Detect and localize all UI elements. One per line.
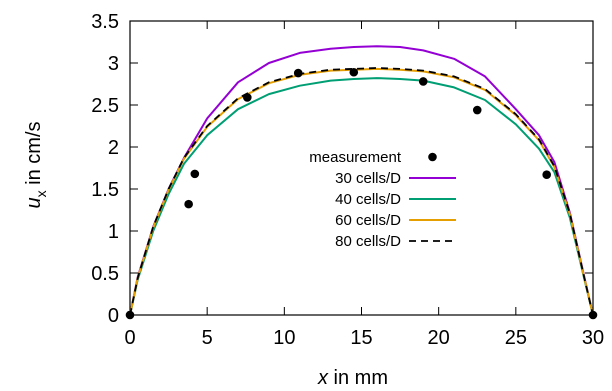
series-layer (129, 45, 594, 316)
y-tick-label-3: 1.5 (91, 179, 119, 201)
measurement-point-4 (293, 68, 303, 78)
y-axis-label-sub: x (33, 190, 49, 197)
x-tick-label-2: 10 (273, 327, 295, 349)
measurement-point-1 (184, 199, 193, 209)
y-axis-label: ux in cm/s (23, 121, 49, 208)
y-tick-label-0: 0 (108, 305, 119, 327)
series-line-4 (129, 67, 594, 316)
legend-label-2: 40 cells/D (335, 191, 401, 208)
legend-label-0: measurement (309, 149, 402, 166)
legend-label-3: 60 cells/D (335, 212, 401, 229)
measurement-point-3 (242, 93, 252, 102)
y-tick-label-1: 0.5 (91, 263, 119, 285)
y-tick-label-4: 2 (108, 137, 119, 159)
measurement-point-9 (588, 310, 598, 320)
y-axis-label-rest: in cm/s (23, 121, 45, 190)
axes (129, 20, 594, 316)
legend-label-4: 80 cells/D (335, 233, 401, 250)
x-tick-label-0: 0 (124, 327, 135, 349)
y-tick-label-7: 3.5 (91, 11, 119, 33)
measurement-points (125, 67, 598, 320)
x-axis-label-rest: in mm (328, 367, 388, 389)
measurement-point-7 (472, 105, 482, 115)
y-tick-label-5: 2.5 (91, 95, 119, 117)
legend-label-1: 30 cells/D (335, 170, 401, 187)
measurement-point-2 (190, 169, 200, 179)
x-tick-label-3: 15 (350, 327, 372, 349)
tick-labels: 0 5 10 15 20 25 30 0 0.5 1 1.5 2 2.5 3 3.5 (91, 11, 604, 349)
x-axis-label: x in mm (317, 367, 388, 389)
x-tick-label-1: 5 (202, 327, 213, 349)
y-axis-label-var: u (23, 197, 45, 208)
measurement-point-6 (418, 77, 428, 86)
measurement-point-0 (125, 310, 135, 320)
plot-frame (129, 20, 594, 316)
x-tick-label-5: 25 (505, 327, 527, 349)
y-tick-label-6: 3 (108, 53, 119, 75)
series-line-2 (129, 77, 594, 316)
legend: measurement 30 cells/D 40 cells/D 60 cells/… (309, 149, 456, 250)
legend-marker-0 (428, 152, 437, 162)
x-axis-label-var: x (317, 367, 329, 389)
measurement-point-5 (349, 67, 359, 77)
x-tick-label-6: 30 (582, 327, 604, 349)
measurement-point-8 (542, 170, 551, 180)
y-tick-label-2: 1 (108, 221, 119, 243)
x-tick-label-4: 20 (428, 327, 450, 349)
